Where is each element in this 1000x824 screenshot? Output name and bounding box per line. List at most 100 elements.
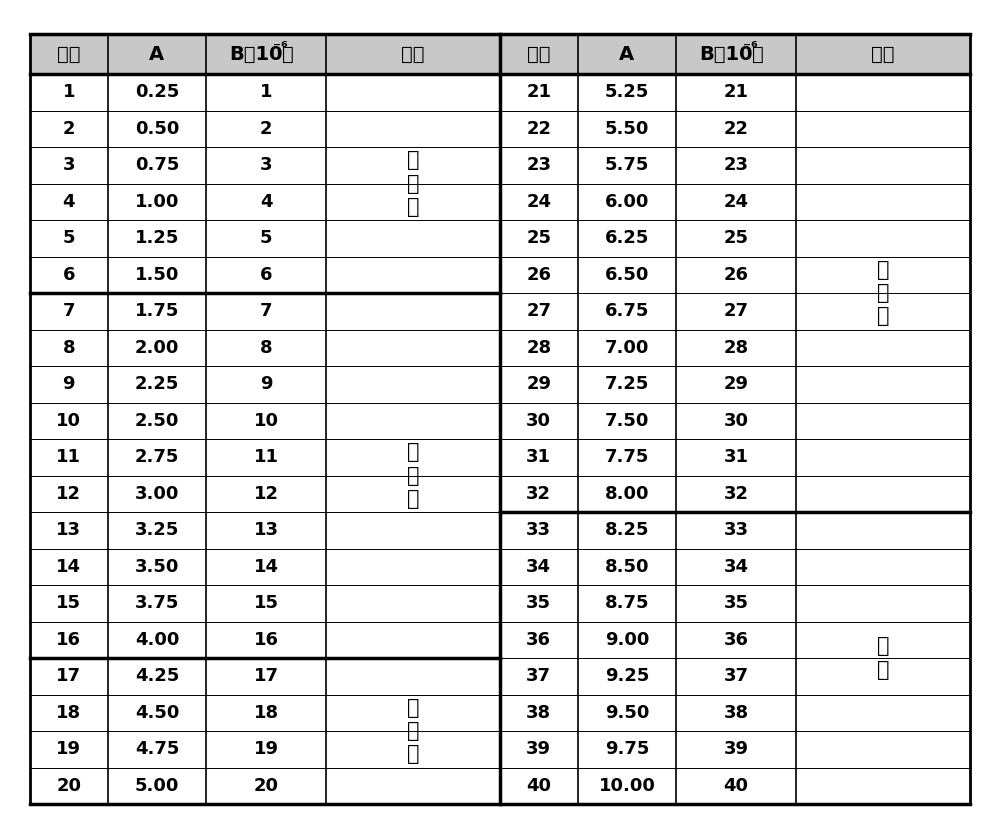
Text: 25: 25 [724,229,749,247]
Text: 4: 4 [63,193,75,211]
Text: 31: 31 [526,448,551,466]
Text: 20: 20 [254,777,279,795]
Text: 20: 20 [56,777,81,795]
Text: 16: 16 [254,630,279,648]
Text: 11: 11 [56,448,81,466]
Text: 39: 39 [724,740,749,758]
Text: 5: 5 [63,229,75,247]
Text: 10: 10 [56,412,81,430]
Text: 15: 15 [254,594,279,612]
Text: 格: 格 [877,283,889,303]
Text: 格: 格 [407,721,419,741]
Text: 34: 34 [724,558,749,576]
Text: 13: 13 [56,522,81,539]
Text: 27: 27 [724,302,749,321]
Text: 21: 21 [724,83,749,101]
Text: 26: 26 [526,266,551,283]
Text: 1.25: 1.25 [135,229,179,247]
Text: 35: 35 [724,594,749,612]
Text: 37: 37 [724,667,749,686]
Text: 26: 26 [724,266,749,283]
Text: 14: 14 [56,558,81,576]
Text: 品: 品 [407,197,419,217]
Text: 品: 品 [407,489,419,508]
Text: 标: 标 [877,660,889,680]
Text: 4.00: 4.00 [135,630,179,648]
Text: 12: 12 [254,485,279,503]
Text: 一: 一 [407,442,419,462]
Text: B（10: B（10 [699,44,753,63]
Text: 11: 11 [254,448,279,466]
Text: 8.25: 8.25 [605,522,649,539]
Bar [30,34,970,74]
Text: 6.25: 6.25 [605,229,649,247]
Text: 38: 38 [526,704,551,722]
Text: 4: 4 [260,193,272,211]
Text: 9: 9 [260,375,272,393]
Text: 7.50: 7.50 [605,412,649,430]
Text: 24: 24 [526,193,551,211]
Text: 5.50: 5.50 [605,119,649,138]
Text: 40: 40 [724,777,749,795]
Text: 6: 6 [260,266,272,283]
Text: 3: 3 [63,157,75,174]
Text: 19: 19 [56,740,81,758]
Text: 40: 40 [526,777,551,795]
Text: A: A [619,44,634,63]
Text: 优: 优 [407,150,419,171]
Text: 8.75: 8.75 [605,594,649,612]
Text: 4.75: 4.75 [135,740,179,758]
Text: 22: 22 [724,119,749,138]
Text: 5.25: 5.25 [605,83,649,101]
Text: 31: 31 [724,448,749,466]
Text: 2: 2 [63,119,75,138]
Text: 16: 16 [56,630,81,648]
Text: 7.25: 7.25 [605,375,649,393]
Text: 8.50: 8.50 [605,558,649,576]
Text: 18: 18 [254,704,279,722]
Text: 7: 7 [260,302,272,321]
Text: A: A [149,44,164,63]
Text: 2.00: 2.00 [135,339,179,357]
Text: 21: 21 [526,83,551,101]
Text: 编号: 编号 [527,44,551,63]
Text: 2: 2 [260,119,272,138]
Text: 6.75: 6.75 [605,302,649,321]
Text: 8: 8 [260,339,272,357]
Text: 10: 10 [254,412,279,430]
Text: 35: 35 [526,594,551,612]
Text: 0.50: 0.50 [135,119,179,138]
Text: 品: 品 [877,307,889,326]
Text: 29: 29 [526,375,551,393]
Text: 30: 30 [724,412,749,430]
Text: 7.00: 7.00 [605,339,649,357]
Text: 19: 19 [254,740,279,758]
Text: 5.00: 5.00 [135,777,179,795]
Text: 22: 22 [526,119,551,138]
Text: 27: 27 [526,302,551,321]
Text: 30: 30 [526,412,551,430]
Text: 1: 1 [260,83,272,101]
Text: 9: 9 [63,375,75,393]
Text: 4.50: 4.50 [135,704,179,722]
Text: 合: 合 [407,698,419,718]
Text: 15: 15 [56,594,81,612]
Text: 32: 32 [526,485,551,503]
Text: 1.75: 1.75 [135,302,179,321]
Text: 10.00: 10.00 [598,777,655,795]
Text: 34: 34 [526,558,551,576]
Text: 24: 24 [724,193,749,211]
Text: 2.25: 2.25 [135,375,179,393]
Text: 17: 17 [56,667,81,686]
Text: B（10: B（10 [229,44,283,63]
Text: 17: 17 [254,667,279,686]
Text: 5.75: 5.75 [605,157,649,174]
Text: 品: 品 [407,744,419,764]
Text: 超: 超 [877,636,889,657]
Text: 23: 23 [526,157,551,174]
Text: 6: 6 [63,266,75,283]
Text: 23: 23 [724,157,749,174]
Text: 等级: 等级 [401,44,425,63]
Text: 38: 38 [724,704,749,722]
Text: 0.75: 0.75 [135,157,179,174]
